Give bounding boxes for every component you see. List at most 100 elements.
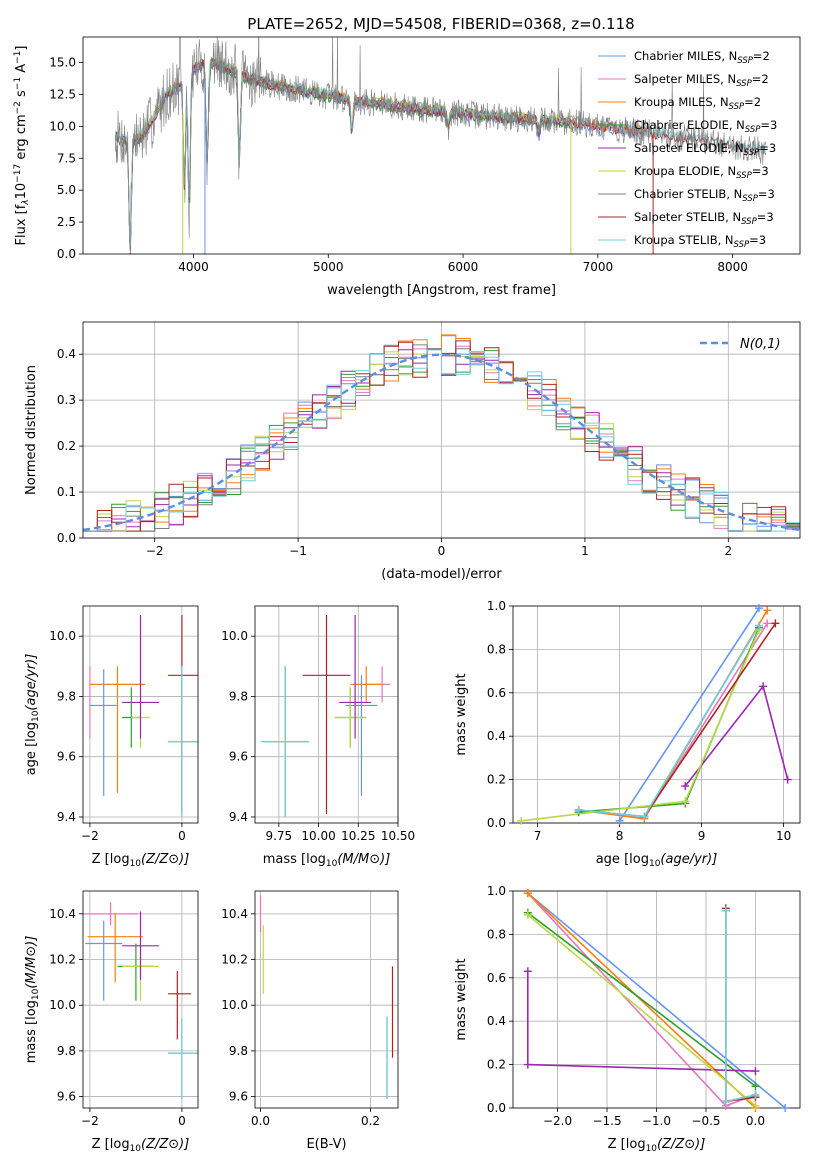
mass-z-ylabel-a: mass [log — [24, 1000, 39, 1063]
weight-z-marker-8-1 — [721, 1097, 730, 1106]
weight-age-marker-7-1 — [771, 619, 780, 628]
weight-z-marker-2-0 — [523, 889, 532, 898]
legend-nssp-5: =3 — [752, 164, 769, 178]
legend-name-5: Kroupa ELODIE, N — [634, 164, 736, 178]
mass-ebv-ytick-label-3: 10.2 — [221, 953, 248, 967]
age-z-xlabel-b: (Z/Z⊙)] — [141, 852, 189, 867]
age-z-ylabel-a: age [log — [24, 722, 39, 775]
weight-z-marker-4-0 — [523, 967, 532, 976]
weight-age-xlabel-a: age [log — [596, 852, 649, 867]
mass-z-ylabel: mass [log10(M/M⊙)] — [24, 936, 41, 1064]
spectrum-ytick-label-6: 15.0 — [49, 56, 76, 70]
weight-age-ylabel: mass weight — [454, 673, 469, 755]
legend-label-6: Chabrier STELIB, NSSP=3 — [634, 187, 775, 204]
mass-z-xtick-label-1: 0 — [178, 1114, 186, 1128]
residuals-xtick-label-0: −2 — [146, 544, 164, 558]
weight-age-marker-4-1 — [759, 682, 768, 691]
spectrum-ylabel-part-7: −1 — [13, 77, 23, 90]
residuals-xlabel: (data-model)/error — [381, 567, 502, 582]
weight-z-xlabel: Z [log10(Z/Z⊙)] — [608, 1137, 706, 1154]
spectrum-xtick-label-0: 4000 — [178, 260, 209, 274]
spectrum-ylabel-part-3: −17 — [13, 164, 23, 183]
histogram-kroupa-stelib — [83, 349, 800, 532]
age-z-ytick-label-3: 10.0 — [49, 629, 76, 643]
legend-name-7: Salpeter STELIB, N — [634, 210, 741, 224]
spectrum-ytick-label-3: 7.5 — [57, 151, 76, 165]
legend-sub-3: SSP — [745, 125, 761, 135]
age-z-ylabel-b: (age/yr)] — [24, 654, 39, 711]
residuals-ytick-label-1: 0.1 — [57, 485, 76, 499]
mass-z-ytick-label-1: 9.8 — [57, 1044, 76, 1058]
age-mass-xtick-label-1: 10.00 — [301, 829, 335, 843]
mass-z-ytick-label-4: 10.4 — [49, 907, 76, 921]
weight-age-marker-1-2 — [763, 619, 772, 628]
normal-reference-curve — [83, 353, 800, 532]
weight-age-ytick-label-1: 0.2 — [487, 773, 506, 787]
mass-z-ytick-label-0: 9.6 — [57, 1090, 76, 1104]
legend-sub-1: SSP — [736, 79, 752, 89]
weight-age-ytick-label-5: 1.0 — [487, 599, 506, 613]
age-z-xtick-label-1: 0 — [178, 829, 186, 843]
legend-name-8: Kroupa STELIB, N — [634, 233, 734, 247]
mass-ebv-xtick-label-0: 0.0 — [251, 1114, 270, 1128]
weight-age-marker-2-2 — [763, 606, 772, 615]
age-z-xlabel: Z [log10(Z/Z⊙)] — [92, 852, 190, 869]
spectrum-ylabel-part-1: λ — [21, 199, 31, 205]
mass-ebv-xlabel: E(B-V) — [306, 1137, 346, 1152]
weight-z-xtick-label-0: −2.0 — [543, 1114, 572, 1128]
legend-sub-5: SSP — [736, 171, 752, 181]
weight-z-line-3 — [527, 912, 756, 1087]
legend-nssp-4: =3 — [759, 141, 776, 155]
legend-nssp-2: =2 — [744, 95, 761, 109]
weight-age-xtick-label-1: 8 — [616, 829, 624, 843]
weight-z-xtick-label-1: −1.5 — [592, 1114, 621, 1128]
weight-z-marker-4-2 — [751, 1067, 760, 1076]
spectrum-xtick-label-4: 8000 — [717, 260, 748, 274]
mass-z-plot-area — [83, 902, 198, 1099]
age-z-xlabel-a: Z [log — [92, 852, 130, 867]
spectrum-xtick-label-2: 6000 — [448, 260, 479, 274]
histogram-legend-label: N(0,1) — [740, 337, 781, 352]
legend-sub-4: SSP — [744, 148, 760, 158]
age-mass-xtick-label-2: 10.25 — [341, 829, 375, 843]
weight-age-ytick-label-3: 0.6 — [487, 686, 506, 700]
legend-name-3: Chabrier ELODIE, N — [634, 118, 745, 132]
age-vs-mass-panel: 9.75 10.00 10.25 10.50 9.4 9.6 9.8 10.0 mass [lo… — [221, 605, 415, 869]
residuals-xtick-label-3: 1 — [581, 544, 589, 558]
weight-z-line-0 — [527, 892, 786, 1108]
weight-z-ytick-label-3: 0.6 — [487, 971, 506, 985]
legend-nssp-6: =3 — [758, 187, 775, 201]
legend-nssp-7: =3 — [757, 210, 774, 224]
legend-nssp-1: =2 — [752, 72, 769, 86]
legend-sub-6: SSP — [742, 194, 758, 204]
residuals-ylabel: Normed distribution — [24, 365, 39, 495]
mass-z-ytick-label-2: 10.0 — [49, 998, 76, 1012]
spectrum-ytick-label-5: 12.5 — [49, 87, 76, 101]
residuals-xtick-label-1: −1 — [289, 544, 307, 558]
mass-ebv-plot-area — [259, 895, 394, 1099]
weight-z-ytick-label-5: 1.0 — [487, 884, 506, 898]
residuals-ytick-label-4: 0.4 — [57, 347, 76, 361]
weight-age-line-7 — [643, 622, 777, 817]
age-mass-ytick-label-1: 9.6 — [229, 750, 248, 764]
residuals-ytick-label-2: 0.2 — [57, 439, 76, 453]
spectrum-ylabel-part-6: s — [14, 90, 29, 101]
weight-z-ytick-label-2: 0.4 — [487, 1014, 506, 1028]
weight-age-marker-0-1 — [755, 604, 763, 613]
weight-age-marker-8-2 — [755, 621, 763, 630]
age-mass-xlabel-b: (M/M⊙)] — [337, 852, 390, 867]
mass-ebv-ytick-label-0: 9.6 — [229, 1090, 248, 1104]
legend-label-8: Kroupa STELIB, NSSP=3 — [634, 233, 766, 250]
mass-z-xtick-label-0: −2 — [81, 1114, 99, 1128]
legend-label-5: Kroupa ELODIE, NSSP=3 — [634, 164, 769, 181]
legend-label-2: Kroupa MILES, NSSP=2 — [634, 95, 761, 112]
spectrum-ylabel-part-5: −2 — [13, 101, 23, 114]
age-z-ylabel-sub: 10 — [31, 710, 41, 722]
spectrum-xtick-label-1: 5000 — [313, 260, 344, 274]
figure-title: PLATE=2652, MJD=54508, FIBERID=0368, z=0… — [247, 15, 634, 33]
weight-z-ytick-label-4: 0.8 — [487, 927, 506, 941]
weight-age-ytick-label-2: 0.4 — [487, 729, 506, 743]
weight-z-ylabel: mass weight — [454, 958, 469, 1040]
mass-vs-metallicity-panel: −2 09.69.810.010.210.4Z [log10(Z/Z⊙)]mass… — [24, 890, 199, 1154]
weight-z-xlabel-sub: 10 — [646, 1144, 658, 1154]
